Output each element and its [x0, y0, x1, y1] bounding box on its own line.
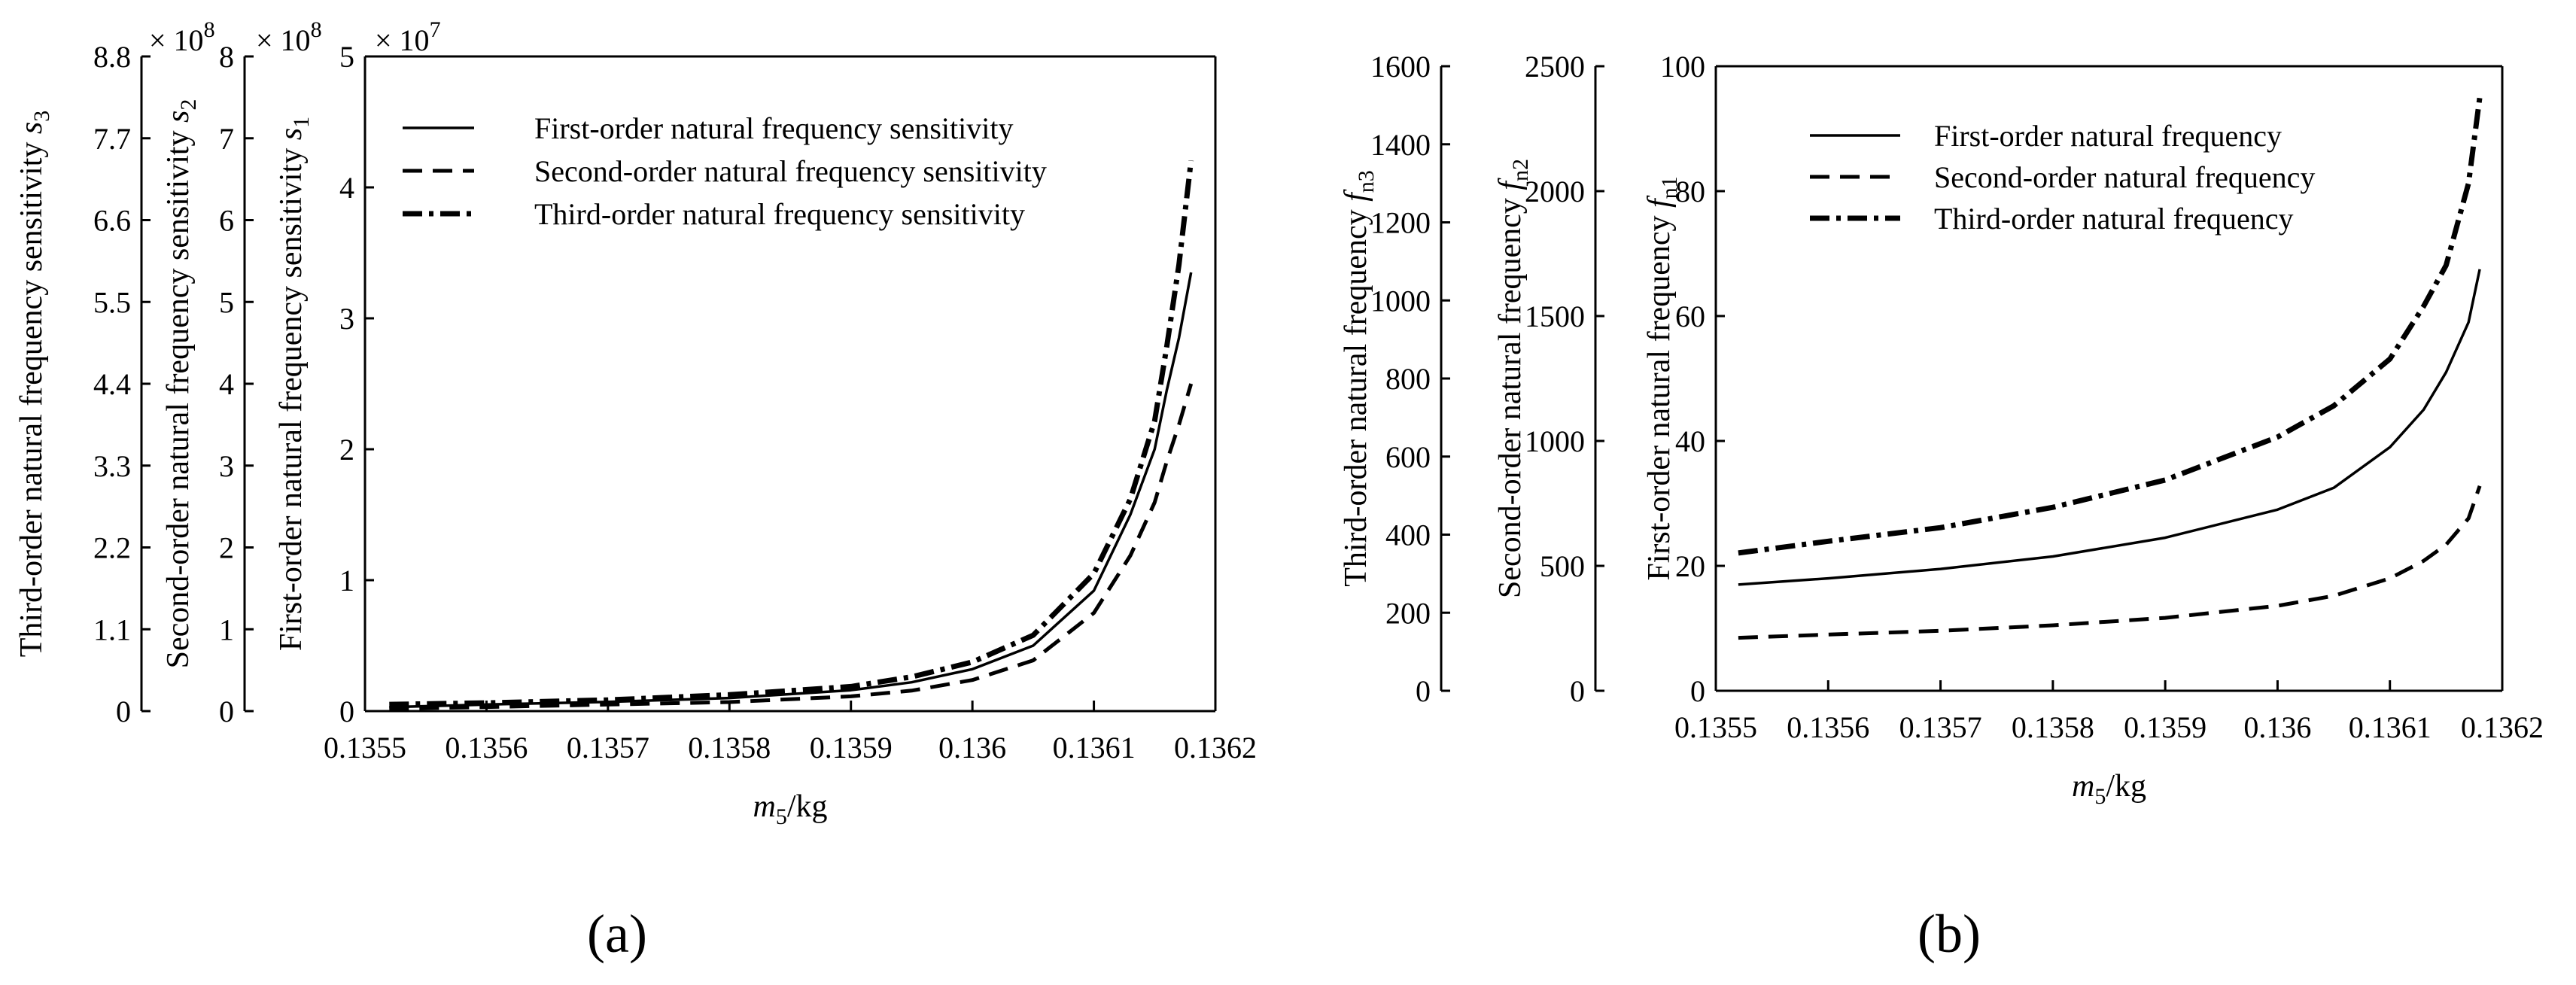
y-tick-label-fn3: 1600	[1370, 50, 1431, 84]
y-tick-label-s2: 4	[219, 367, 234, 401]
y-tick-label-s1: 4	[339, 171, 354, 205]
legend-label: First-order natural frequency sensitivit…	[534, 111, 1013, 145]
series-line-dashdot	[389, 160, 1194, 707]
x-tick-label: 0.136	[2243, 710, 2311, 744]
x-tick-label: 0.1361	[1053, 731, 1136, 765]
x-tick-label: 0.1362	[1174, 731, 1257, 765]
y-tick-label-fn3: 1200	[1370, 206, 1431, 240]
panel-a-chart: 0.1355 0.1356 0.1357 0.1358 0.1359 0.136 0.136…	[14, 17, 1257, 964]
legend-label: Second-order natural frequency	[1934, 160, 2315, 194]
y-tick-label-fn3: 1400	[1370, 128, 1431, 162]
y-tick-label-s1: 5	[339, 40, 354, 74]
y-tick-label-fn1: 0	[1690, 674, 1705, 708]
x-tick-label: 0.1357	[1899, 710, 1982, 744]
y-tick-label-s1: 3	[339, 302, 354, 336]
y-tick-label-fn3: 0	[1416, 674, 1431, 708]
y-axis-multiplier-s1: × 107	[375, 17, 441, 57]
y-axis-multiplier-s3: × 108	[149, 17, 215, 57]
y-axis-title-s1: First-order natural frequency sensitivit…	[274, 117, 314, 651]
series-line-solid	[389, 272, 1193, 709]
y-tick-label-s2: 6	[219, 204, 234, 238]
legend-label: Second-order natural frequency sensitivi…	[534, 154, 1047, 188]
y-axis-title-fn1: First-order natural frequency fn1	[1642, 176, 1682, 580]
y-tick-label-s1: 0	[339, 695, 354, 728]
panel-label: (b)	[1918, 904, 1981, 964]
y-tick-label-fn2: 0	[1570, 674, 1585, 708]
y-tick-label-s2: 7	[219, 122, 234, 156]
x-tick-label: 0.1356	[1787, 710, 1869, 744]
y-tick-label-fn3: 600	[1385, 440, 1431, 474]
y-tick-label-s3: 1.1	[93, 613, 131, 646]
x-tick-label: 0.1356	[445, 731, 528, 765]
y-tick-label-s2: 2	[219, 531, 234, 565]
y-tick-label-fn3: 800	[1385, 362, 1431, 396]
y-tick-label-s3: 7.7	[93, 122, 131, 156]
y-axis-title-s2: Second-order natural frequency sensitivi…	[161, 99, 201, 669]
y-tick-label-fn2: 500	[1540, 549, 1585, 583]
y-tick-label-fn2: 2000	[1525, 175, 1585, 208]
x-tick-label: 0.1358	[688, 731, 771, 765]
y-tick-label-fn1: 40	[1675, 424, 1705, 458]
legend-label: Third-order natural frequency sensitivit…	[534, 197, 1025, 231]
series-line-dashed	[1738, 485, 2482, 640]
y-tick-label-fn3: 200	[1385, 596, 1431, 630]
series-line-dashed	[389, 383, 1194, 711]
y-tick-label-s3: 8.8	[93, 40, 131, 74]
x-axis-title: m5/kg	[2072, 769, 2146, 809]
y-tick-label-s1: 2	[339, 433, 354, 467]
x-tick-label: 0.136	[938, 731, 1006, 765]
y-tick-label-s3: 0	[116, 695, 131, 728]
y-tick-label-fn1: 60	[1675, 299, 1705, 333]
series-line-solid	[1738, 269, 2481, 586]
y-tick-label-s3: 2.2	[93, 531, 131, 565]
x-tick-label: 0.1358	[2012, 710, 2094, 744]
y-tick-label-fn3: 1000	[1370, 284, 1431, 318]
legend-label: First-order natural frequency	[1934, 119, 2282, 153]
y-tick-label-fn1: 80	[1675, 175, 1705, 208]
y-tick-label-fn1: 100	[1660, 50, 1705, 84]
y-tick-label-fn2: 2500	[1525, 50, 1585, 84]
x-tick-label: 0.1355	[1674, 710, 1757, 744]
y-tick-label-fn2: 1500	[1525, 299, 1585, 333]
panel-label: (a)	[587, 904, 647, 964]
x-tick-label: 0.1359	[2124, 710, 2206, 744]
x-tick-label: 0.1361	[2349, 710, 2432, 744]
y-tick-label-s3: 6.6	[93, 204, 131, 238]
y-tick-label-s2: 0	[219, 695, 234, 728]
y-axis-title-s3: Third-order natural frequency sensitivit…	[14, 111, 54, 657]
y-tick-label-s3: 4.4	[93, 367, 131, 401]
x-tick-label: 0.1359	[810, 731, 893, 765]
y-tick-label-s1: 1	[339, 564, 354, 597]
x-tick-label: 0.1362	[2461, 710, 2544, 744]
y-axis-title-fn2: Second-order natural frequency fn2	[1493, 159, 1533, 598]
y-tick-label-s3: 5.5	[93, 285, 131, 319]
y-tick-label-s3: 3.3	[93, 449, 131, 483]
y-tick-label-s2: 5	[219, 285, 234, 319]
y-tick-label-s2: 3	[219, 449, 234, 483]
y-axis-title-fn3: Third-order natural frequency fn3	[1339, 170, 1379, 587]
x-tick-label: 0.1355	[324, 731, 406, 765]
x-tick-label: 0.1357	[567, 731, 649, 765]
y-tick-label-s2: 1	[219, 613, 234, 646]
panel-b-chart: 0.1355 0.1356 0.1357 0.1358 0.1359 0.136 0.136…	[1339, 50, 2544, 964]
y-tick-label-s2: 8	[219, 40, 234, 74]
legend-label: Third-order natural frequency	[1934, 202, 2294, 236]
y-tick-label-fn1: 20	[1675, 549, 1705, 583]
y-axis-multiplier-s2: × 108	[256, 17, 322, 57]
x-axis-title: m5/kg	[753, 789, 827, 829]
y-tick-label-fn2: 1000	[1525, 424, 1585, 458]
y-tick-label-fn3: 400	[1385, 518, 1431, 552]
